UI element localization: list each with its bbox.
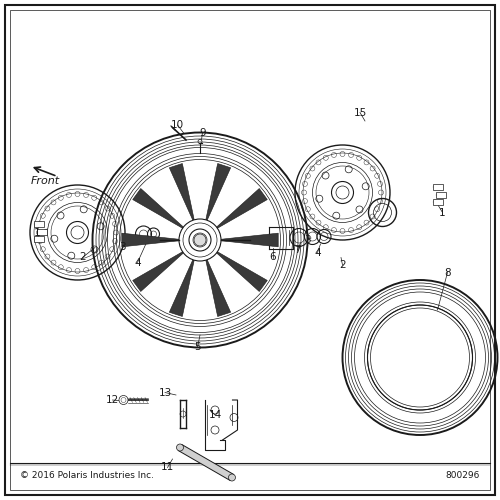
Text: 4: 4 bbox=[134, 258, 141, 268]
Circle shape bbox=[194, 234, 206, 246]
Polygon shape bbox=[216, 188, 268, 228]
Text: 4: 4 bbox=[314, 248, 321, 258]
Circle shape bbox=[193, 233, 207, 247]
Bar bbox=[34, 221, 43, 227]
Text: 9: 9 bbox=[199, 128, 206, 138]
Bar bbox=[34, 236, 43, 242]
Bar bbox=[36, 228, 46, 234]
Text: 1: 1 bbox=[34, 228, 41, 237]
Circle shape bbox=[183, 223, 217, 257]
Text: © 2016 Polaris Industries Inc.: © 2016 Polaris Industries Inc. bbox=[20, 472, 154, 480]
Circle shape bbox=[196, 236, 203, 244]
Polygon shape bbox=[178, 444, 234, 480]
Text: 1: 1 bbox=[439, 208, 446, 218]
Polygon shape bbox=[170, 164, 194, 220]
Bar bbox=[432, 184, 442, 190]
Text: 15: 15 bbox=[354, 108, 366, 118]
Text: 7: 7 bbox=[294, 245, 301, 255]
Polygon shape bbox=[206, 260, 231, 316]
Text: 3: 3 bbox=[119, 242, 126, 252]
Text: 12: 12 bbox=[106, 395, 119, 405]
Circle shape bbox=[228, 474, 235, 481]
Text: 11: 11 bbox=[161, 462, 174, 472]
Bar bbox=[436, 192, 446, 198]
Circle shape bbox=[119, 396, 128, 404]
Text: 5: 5 bbox=[194, 342, 201, 352]
Circle shape bbox=[176, 444, 184, 451]
Text: 6: 6 bbox=[269, 252, 276, 262]
Circle shape bbox=[189, 229, 211, 251]
Text: 14: 14 bbox=[208, 410, 222, 420]
Text: 13: 13 bbox=[158, 388, 172, 398]
Text: 800296: 800296 bbox=[446, 472, 480, 480]
Text: 2: 2 bbox=[339, 260, 346, 270]
Bar bbox=[432, 199, 442, 205]
Text: 2: 2 bbox=[79, 252, 86, 262]
Polygon shape bbox=[206, 164, 231, 220]
Polygon shape bbox=[132, 252, 184, 292]
Polygon shape bbox=[170, 260, 194, 316]
Text: 10: 10 bbox=[171, 120, 184, 130]
Text: 3: 3 bbox=[304, 235, 311, 245]
Text: 8: 8 bbox=[444, 268, 451, 278]
Polygon shape bbox=[221, 233, 278, 247]
Circle shape bbox=[179, 219, 221, 261]
Text: Front: Front bbox=[30, 176, 60, 186]
Polygon shape bbox=[132, 188, 184, 228]
Polygon shape bbox=[216, 252, 268, 292]
Polygon shape bbox=[122, 233, 179, 247]
